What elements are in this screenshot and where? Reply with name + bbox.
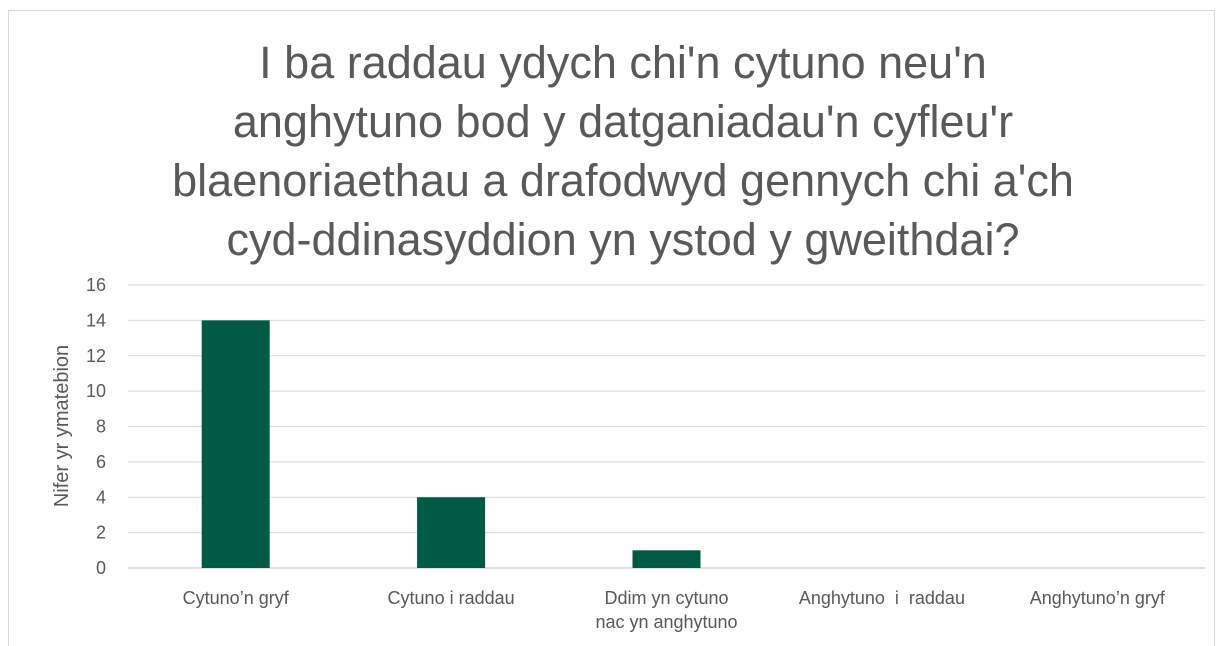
y-tick-label: 14 [86, 310, 106, 330]
y-tick-label: 10 [86, 381, 106, 401]
chart-title: I ba raddau ydych chi'n cytuno neu'n [259, 37, 987, 88]
chart-title: blaenoriaethau a drafodwyd gennych chi a… [172, 155, 1074, 206]
y-tick-label: 0 [96, 558, 106, 578]
x-tick-label: Anghytuno i raddau [798, 588, 965, 608]
bar [417, 497, 486, 568]
x-tick-label: Anghytuno’n gryf [1029, 588, 1165, 608]
y-tick-label: 16 [86, 275, 106, 295]
chart-title: cyd-ddinasyddion yn ystod y gweithdai? [227, 214, 1020, 265]
bar [201, 320, 270, 568]
y-tick-label: 6 [96, 452, 106, 472]
x-tick-label: Cytuno’n gryf [182, 588, 289, 608]
y-axis-label: Nifer yr ymatebion [51, 345, 73, 507]
y-tick-label: 2 [96, 523, 106, 543]
y-tick-label: 8 [96, 417, 106, 437]
x-tick-label: Ddim yn cytuno nac yn anghytuno [595, 588, 738, 632]
y-tick-label: 12 [86, 346, 106, 366]
chart-border [8, 10, 1215, 646]
chart-title: anghytuno bod y datganiadau'n cyfleu'r [233, 96, 1013, 147]
bar [632, 550, 701, 568]
y-tick-label: 4 [96, 487, 106, 507]
x-tick-label: Cytuno i raddau [387, 588, 515, 608]
